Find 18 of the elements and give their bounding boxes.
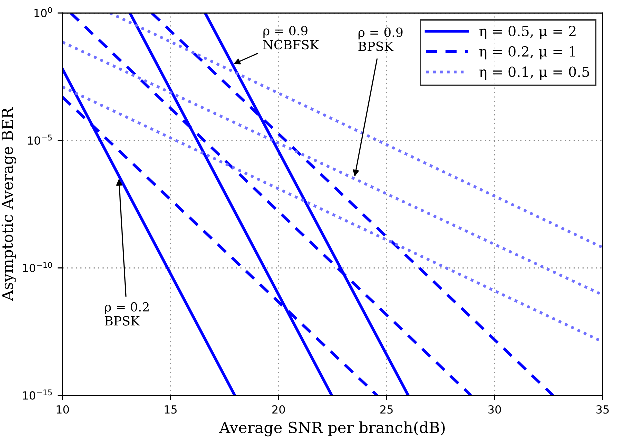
x-tick-label: 30 [488, 406, 502, 414]
x-tick-label: 15 [164, 406, 177, 414]
x-tick-label: 10 [56, 406, 70, 414]
legend-label: η = 0.2, μ = 1 [480, 46, 576, 60]
x-tick-label: 35 [596, 406, 609, 414]
y-tick-label: 10$^{−5}$ [28, 134, 52, 146]
legend-label: η = 0.5, μ = 2 [480, 26, 576, 40]
legend-label: η = 0.1, μ = 0.5 [480, 66, 590, 80]
x-axis-title: Average SNR per branch(dB) [219, 422, 445, 437]
y-tick-label: 10$^{−10}$ [23, 262, 52, 272]
y-axis-title: Asymptotic Average BER [2, 107, 17, 302]
x-tick-label: 25 [380, 406, 393, 414]
y-tick-label: 10$^{0}$ [34, 7, 52, 18]
annotation: ρ = 0.2 BPSK [105, 302, 149, 326]
annotation: ρ = 0.9 BPSK [358, 28, 403, 52]
annotation: ρ = 0.9 NCBFSK [264, 26, 320, 50]
y-tick-label: 10$^{−15}$ [23, 390, 52, 400]
x-tick-label: 20 [272, 406, 286, 414]
